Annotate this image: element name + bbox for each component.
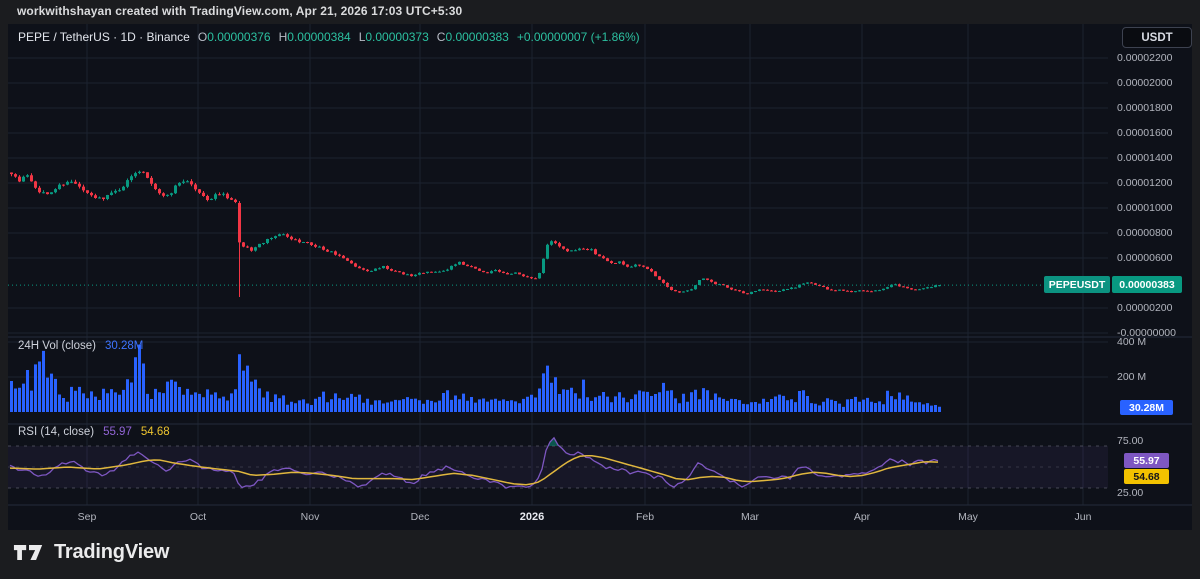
rsi-value-tag: 55.97 (1124, 453, 1169, 468)
rsi-legend-title: RSI (14, close) (18, 426, 95, 438)
price-tick-label: 0.00000600 (1117, 252, 1173, 264)
price-tick-label: 0.00000200 (1117, 302, 1173, 314)
price-tick-label: -0.00000000 (1117, 327, 1176, 339)
time-axis-label: Dec (410, 511, 430, 523)
symbol-title: PEPE / TetherUS · 1D · Binance (18, 30, 190, 44)
ohlc-open: O0.00000376 (197, 30, 271, 44)
attribution-bar: workwithshayan created with TradingView.… (17, 4, 463, 18)
price-tick-label: 0.00002200 (1117, 52, 1173, 64)
tradingview-logo-icon (13, 544, 43, 561)
ohlc-high: H0.00000384 (278, 30, 351, 44)
price-tick-label: 0.00001400 (1117, 152, 1173, 164)
time-axis-label: Nov (300, 511, 320, 523)
time-axis-label: Feb (635, 511, 655, 523)
chart-canvas[interactable] (8, 24, 1192, 530)
price-change: +0.00000007 (+1.86%) (516, 30, 640, 44)
last-price-tag: 0.00000383 (1112, 276, 1182, 293)
time-axis-label: Jun (1074, 511, 1092, 523)
time-axis-label: Oct (189, 511, 207, 523)
volume-tick-label: 200 M (1117, 371, 1147, 383)
symbol-price-tag: PEPEUSDT (1044, 276, 1110, 293)
symbol-legend[interactable]: PEPE / TetherUS · 1D · Binance O0.000003… (18, 28, 640, 46)
time-axis-label: Mar (740, 511, 760, 523)
volume-tick-label: 400 M (1117, 336, 1147, 348)
price-tick-label: 0.00000800 (1117, 227, 1173, 239)
rsi-tick-label: 75.00 (1117, 434, 1144, 447)
volume-legend[interactable]: 24H Vol (close) 30.28M (18, 340, 143, 352)
rsi-legend-value: 55.97 (103, 426, 132, 438)
rsi-ma-value-tag: 54.68 (1124, 469, 1169, 484)
price-tick-label: 0.00001600 (1117, 127, 1173, 139)
time-axis-label: 2026 (519, 511, 545, 523)
rsi-ma-legend-value: 54.68 (140, 426, 170, 438)
currency-toggle-button[interactable]: USDT (1122, 27, 1192, 48)
tradingview-logo[interactable]: TradingView (13, 541, 169, 564)
ohlc-close: C0.00000383 (436, 30, 509, 44)
rsi-tick-label: 25.00 (1117, 487, 1144, 500)
time-axis-label: Sep (77, 511, 97, 523)
price-tick-label: 0.00001000 (1117, 202, 1173, 214)
price-tick-label: 0.00002000 (1117, 77, 1173, 89)
volume-value-tag: 30.28M (1120, 400, 1173, 415)
ohlc-low: L0.00000373 (358, 30, 429, 44)
rsi-legend[interactable]: RSI (14, close) 55.97 54.68 (18, 426, 170, 438)
volume-legend-title: 24H Vol (close) (18, 340, 96, 352)
price-tick-label: 0.00001800 (1117, 102, 1173, 114)
tradingview-logo-text: TradingView (54, 541, 170, 563)
volume-legend-value: 30.28M (104, 340, 144, 352)
time-axis-label: Apr (853, 511, 871, 523)
time-axis-label: May (958, 511, 978, 523)
chart-container[interactable]: PEPE / TetherUS · 1D · Binance O0.000003… (8, 24, 1192, 530)
price-tick-label: 0.00001200 (1117, 177, 1173, 189)
